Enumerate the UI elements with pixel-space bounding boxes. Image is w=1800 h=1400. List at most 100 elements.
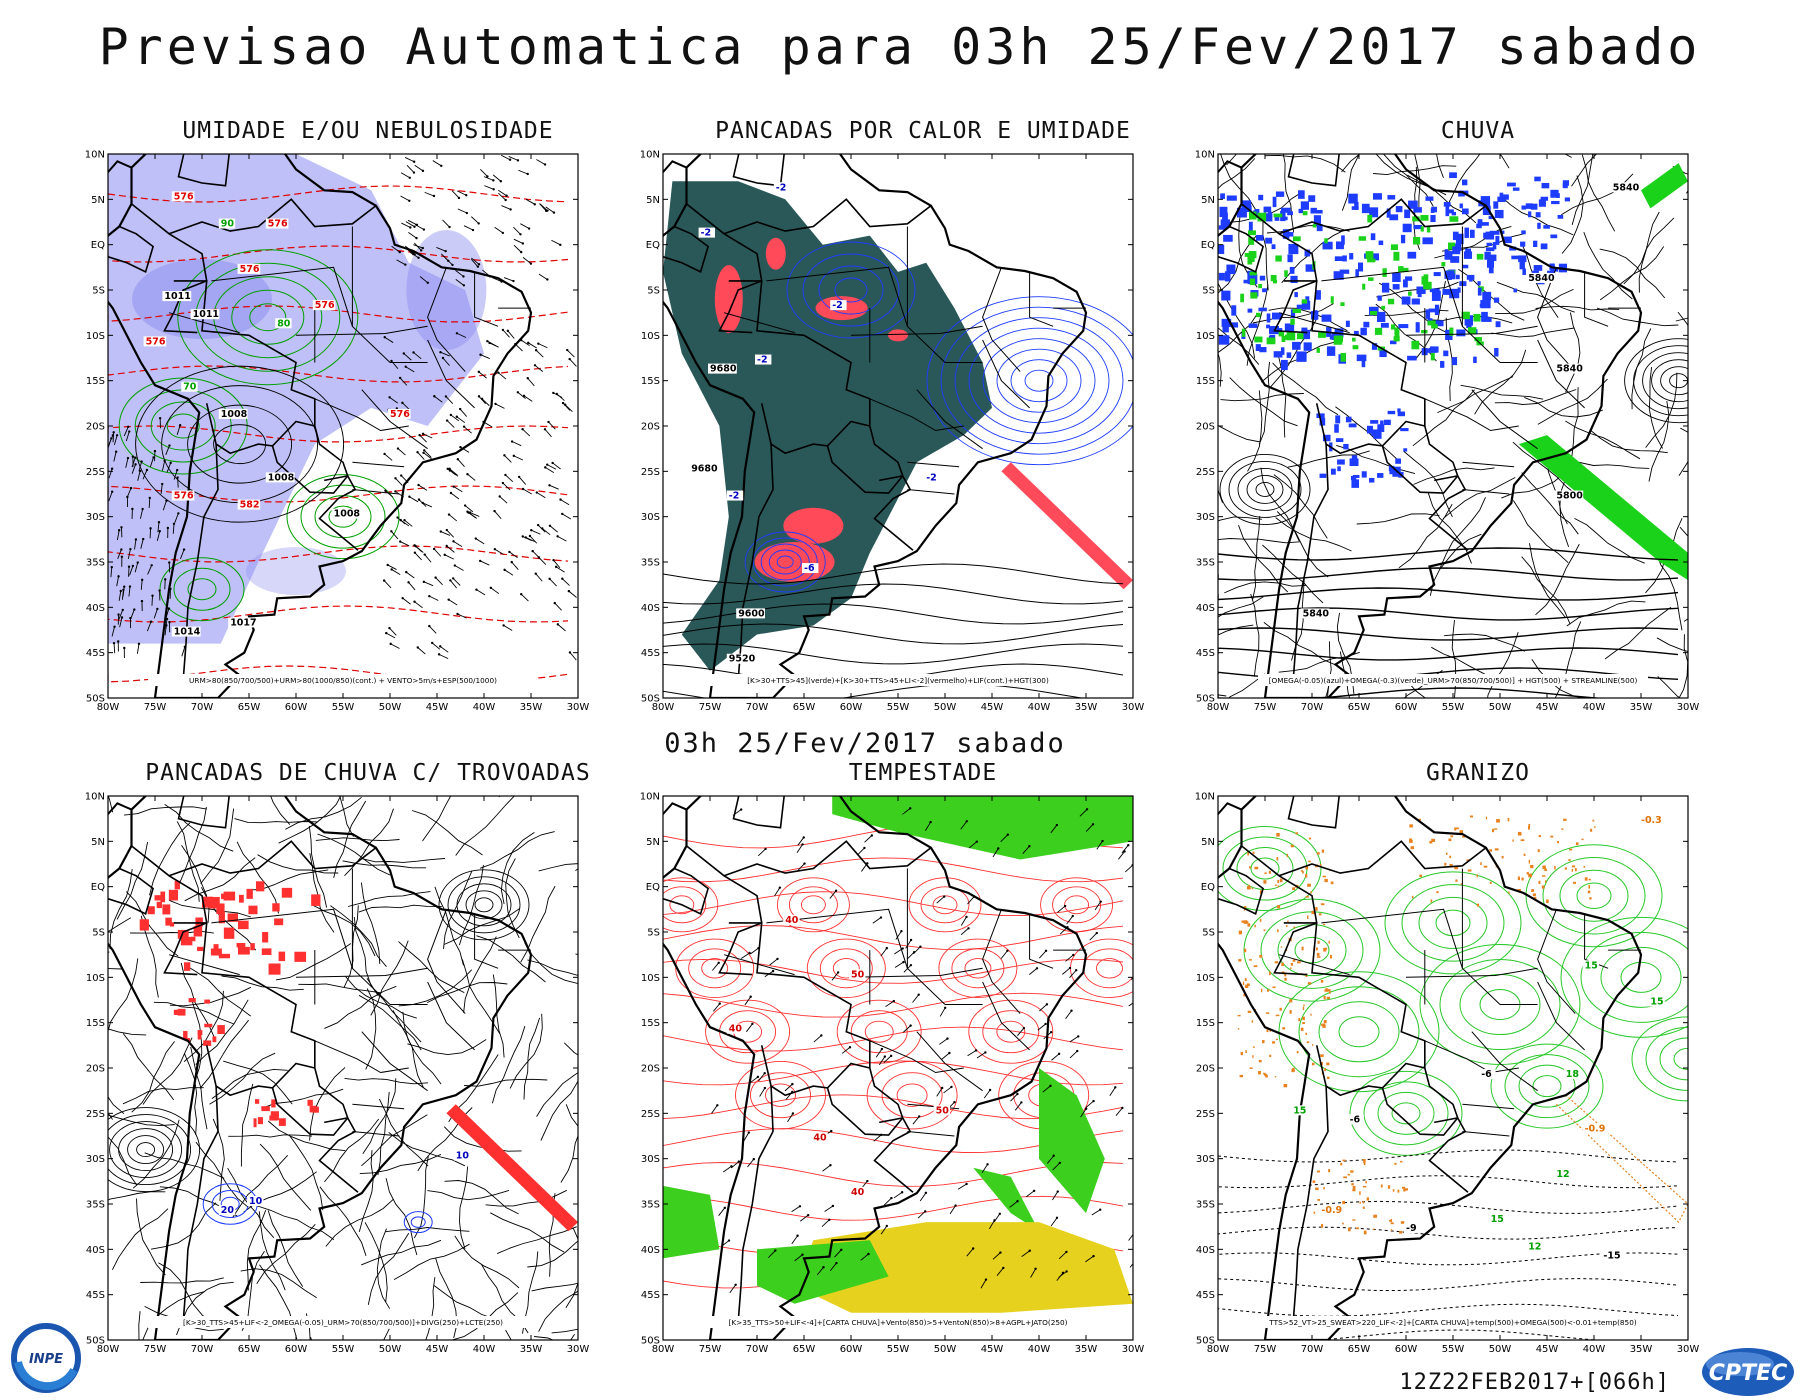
contour-label: 50 — [936, 1105, 950, 1116]
contour-label: 10 — [249, 1196, 263, 1207]
lat-label: 25S — [1196, 1109, 1215, 1120]
lon-label: 40W — [1583, 1344, 1606, 1355]
coastline — [1218, 154, 1643, 698]
lat-label: 30S — [1196, 1154, 1215, 1165]
lon-label: 75W — [1254, 702, 1277, 713]
lat-label: 45S — [641, 648, 660, 659]
contour-label: 1008 — [221, 409, 248, 420]
lon-label: 50W — [1489, 702, 1512, 713]
lat-label: 15S — [641, 376, 660, 387]
lon-label: 55W — [887, 1344, 910, 1355]
lon-label: 40W — [473, 702, 496, 713]
contour-label: 576 — [240, 264, 260, 275]
lon-label: 45W — [981, 1344, 1004, 1355]
lat-label: 5S — [1202, 928, 1215, 939]
lon-label: 70W — [1301, 702, 1324, 713]
lat-label: 5N — [1201, 195, 1215, 206]
inpe-logo-text: INPE — [29, 1352, 63, 1367]
lat-label: 5N — [646, 837, 660, 848]
coastline — [108, 154, 533, 698]
contour-label: 576 — [146, 336, 166, 347]
panel-title: PANCADAS DE CHUVA C/ TROVOADAS — [145, 760, 591, 786]
lat-label: 10S — [1196, 331, 1215, 342]
lon-label: 80W — [652, 702, 675, 713]
contour-label: 1011 — [164, 291, 190, 302]
lon-label: 50W — [934, 1344, 957, 1355]
contour-label: -2 — [757, 355, 768, 366]
contour-label: 18 — [1566, 1069, 1580, 1080]
lat-label: EQ — [1201, 240, 1215, 251]
contour-label: 5800 — [1556, 491, 1583, 502]
lon-label: 35W — [1630, 1344, 1653, 1355]
coastline — [663, 154, 1088, 698]
map-panel-hail: GRANIZO 15 15 15 15 12 12 18 -6 -6 -9 -15 -0.9 -0.3 -0… — [1195, 760, 1738, 1360]
contour-label: 9600 — [738, 608, 765, 619]
lat-label: 35S — [86, 1200, 105, 1211]
lat-label: 50S — [641, 694, 660, 705]
panel-caption: [OMEGA(-0.05)(azul)+OMEGA(-0.3)(verde)_U… — [1269, 676, 1638, 685]
lat-label: 40S — [1196, 1245, 1215, 1256]
contour-label: 9680 — [710, 364, 737, 375]
inpe-logo: INPE — [11, 1323, 81, 1393]
contour-label: 40 — [729, 1024, 743, 1035]
lat-label: 50S — [1196, 1336, 1215, 1347]
contour-label: 9520 — [729, 654, 756, 665]
lat-label: 10N — [85, 150, 105, 161]
lon-label: 65W — [1348, 702, 1371, 713]
lat-label: 40S — [641, 603, 660, 614]
lon-label: 50W — [379, 702, 402, 713]
lat-label: 35S — [1196, 1200, 1215, 1211]
map-panel-rain: CHUVA 5840 5840 5840 5840 5800 [OMEGA(-0.05)(a… — [1195, 118, 1738, 718]
panel-caption: [K>35_TTS>50+LIF<-4]+[CARTA CHUVA]+Vento… — [729, 1318, 1068, 1327]
lat-label: 10N — [85, 792, 105, 803]
lon-label: 75W — [699, 702, 722, 713]
lat-label: 20S — [641, 422, 660, 433]
lat-label: 10S — [1196, 973, 1215, 984]
contour-label: 576 — [174, 191, 194, 202]
contour-label: 9680 — [691, 463, 718, 474]
coastline — [108, 796, 533, 1340]
map-panel-storm: TEMPESTADE 40 50 40 50 40 40 [K>35_TTS>50+LIF<-… — [640, 760, 1183, 1360]
contour-label: -2 — [729, 491, 740, 502]
contour-label: 576 — [268, 219, 288, 230]
lat-label: 10S — [641, 973, 660, 984]
panel-caption: [K>30+TTS>45](verde)+[K>30+TTS>45+LI<-2]… — [747, 676, 1049, 685]
contour-label: 80 — [277, 318, 291, 329]
lon-label: 80W — [97, 1344, 120, 1355]
panel-title: TEMPESTADE — [848, 760, 998, 786]
lon-label: 80W — [97, 702, 120, 713]
contour-label: 15 — [1293, 1105, 1306, 1116]
lon-label: 65W — [793, 1344, 816, 1355]
contour-label: 576 — [390, 409, 410, 420]
main-title: Previsao Automatica para 03h 25/Fev/2017… — [98, 18, 1702, 76]
contour-label: -2 — [926, 472, 937, 483]
contour-label: 12 — [1556, 1169, 1569, 1180]
lat-label: 10N — [640, 792, 660, 803]
contour-label: -2 — [832, 300, 843, 311]
contour-label: -0.9 — [1585, 1123, 1606, 1134]
lat-label: 15S — [86, 376, 105, 387]
lat-label: 45S — [86, 648, 105, 659]
contour-label: 40 — [785, 915, 799, 926]
lat-label: 10S — [641, 331, 660, 342]
lat-label: 45S — [1196, 1290, 1215, 1301]
lat-label: 10N — [640, 150, 660, 161]
panel-caption: TTS>52_VT>25_SWEAT>220_LIF<-2]+[CARTA CH… — [1268, 1318, 1637, 1327]
panel-title: CHUVA — [1440, 118, 1516, 144]
map-panel-humidity: UMIDADE E/OU NEBULOSIDADE 576 576 576 576 576… — [85, 118, 628, 718]
lat-label: 30S — [1196, 512, 1215, 523]
lat-label: 50S — [86, 694, 105, 705]
lat-label: EQ — [646, 240, 660, 251]
lat-label: 20S — [1196, 1064, 1215, 1075]
contour-label: 20 — [221, 1205, 235, 1216]
contour-label: -6 — [804, 563, 815, 574]
contour-label: 70 — [183, 382, 197, 393]
contour-label: 50 — [851, 969, 865, 980]
lon-label: 30W — [1122, 702, 1145, 713]
lat-label: 15S — [641, 1018, 660, 1029]
contour-label: -0.3 — [1641, 815, 1662, 826]
lon-label: 65W — [793, 702, 816, 713]
lon-label: 40W — [1028, 1344, 1051, 1355]
map-canvas: 15 15 15 15 12 12 18 -6 -6 -9 -15 -0.9 -0.3 -0.9 TTS>5… — [1195, 792, 1700, 1356]
